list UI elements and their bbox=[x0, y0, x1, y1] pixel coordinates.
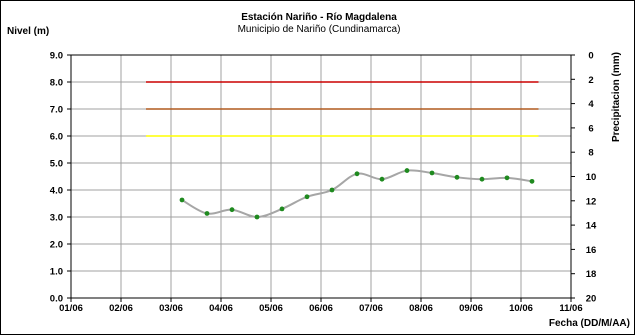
y2-tick-label: 10 bbox=[586, 172, 597, 183]
y2-tick-label: 16 bbox=[586, 245, 597, 256]
data-point bbox=[229, 207, 235, 213]
y-tick-label: 2.0 bbox=[50, 240, 63, 251]
data-point bbox=[429, 170, 435, 176]
data-point bbox=[304, 194, 310, 200]
y-tick-label: 8.0 bbox=[50, 78, 63, 89]
chart-title: Estación Nariño - Río Magdalena bbox=[241, 12, 397, 23]
data-point bbox=[204, 211, 210, 216]
data-point bbox=[454, 174, 460, 180]
x-tick-label: 07/06 bbox=[359, 303, 383, 314]
x-tick-label: 03/06 bbox=[159, 303, 183, 314]
plot-border bbox=[70, 54, 572, 299]
data-point bbox=[404, 168, 410, 173]
data-point bbox=[279, 206, 285, 212]
y2-tick-label: 6 bbox=[588, 123, 593, 134]
y2-tick-label: 18 bbox=[586, 269, 597, 280]
y-tick-label: 1.0 bbox=[50, 267, 63, 278]
x-tick-label: 09/06 bbox=[459, 303, 483, 314]
x-tick-label: 02/06 bbox=[109, 303, 133, 314]
data-point bbox=[329, 187, 335, 193]
y2-tick-label: 8 bbox=[588, 148, 593, 159]
y2-tick-label: 12 bbox=[586, 196, 597, 207]
y2-tick-label: 14 bbox=[586, 221, 597, 232]
data-point bbox=[479, 176, 485, 182]
y-tick-label: 5.0 bbox=[50, 159, 63, 170]
data-point bbox=[529, 178, 535, 184]
x-axis-label: Fecha (DD/M/AA) bbox=[549, 318, 630, 329]
x-tick-label: 08/06 bbox=[409, 303, 433, 314]
y2-tick-label: 4 bbox=[588, 99, 594, 110]
data-point bbox=[504, 175, 510, 181]
y2-tick-label: 20 bbox=[586, 294, 597, 305]
y-tick-label: 3.0 bbox=[50, 213, 63, 224]
y-tick-label: 9.0 bbox=[50, 51, 63, 62]
chart-subtitle: Municipio de Nariño (Cundinamarca) bbox=[238, 24, 401, 35]
data-point bbox=[379, 176, 385, 182]
y-tick-label: 4.0 bbox=[50, 186, 63, 197]
data-point bbox=[254, 214, 260, 220]
y2-tick-label: 0 bbox=[588, 51, 593, 62]
y-axis-label: Nivel (m) bbox=[7, 26, 49, 37]
x-tick-label: 11/06 bbox=[559, 303, 582, 314]
x-tick-label: 06/06 bbox=[309, 303, 333, 314]
y2-axis-label: Precipitacion (mm) bbox=[611, 52, 622, 142]
x-tick-label: 04/06 bbox=[209, 303, 233, 314]
y-tick-label: 7.0 bbox=[50, 105, 63, 116]
x-tick-label: 05/06 bbox=[259, 303, 283, 314]
y2-tick-label: 2 bbox=[588, 75, 593, 86]
y-tick-label: 6.0 bbox=[50, 132, 63, 143]
data-point bbox=[179, 197, 185, 203]
x-tick-label: 10/06 bbox=[509, 303, 533, 314]
y-tick-label: 0.0 bbox=[50, 294, 63, 305]
x-tick-label: 01/06 bbox=[59, 303, 83, 314]
data-point bbox=[354, 171, 360, 177]
